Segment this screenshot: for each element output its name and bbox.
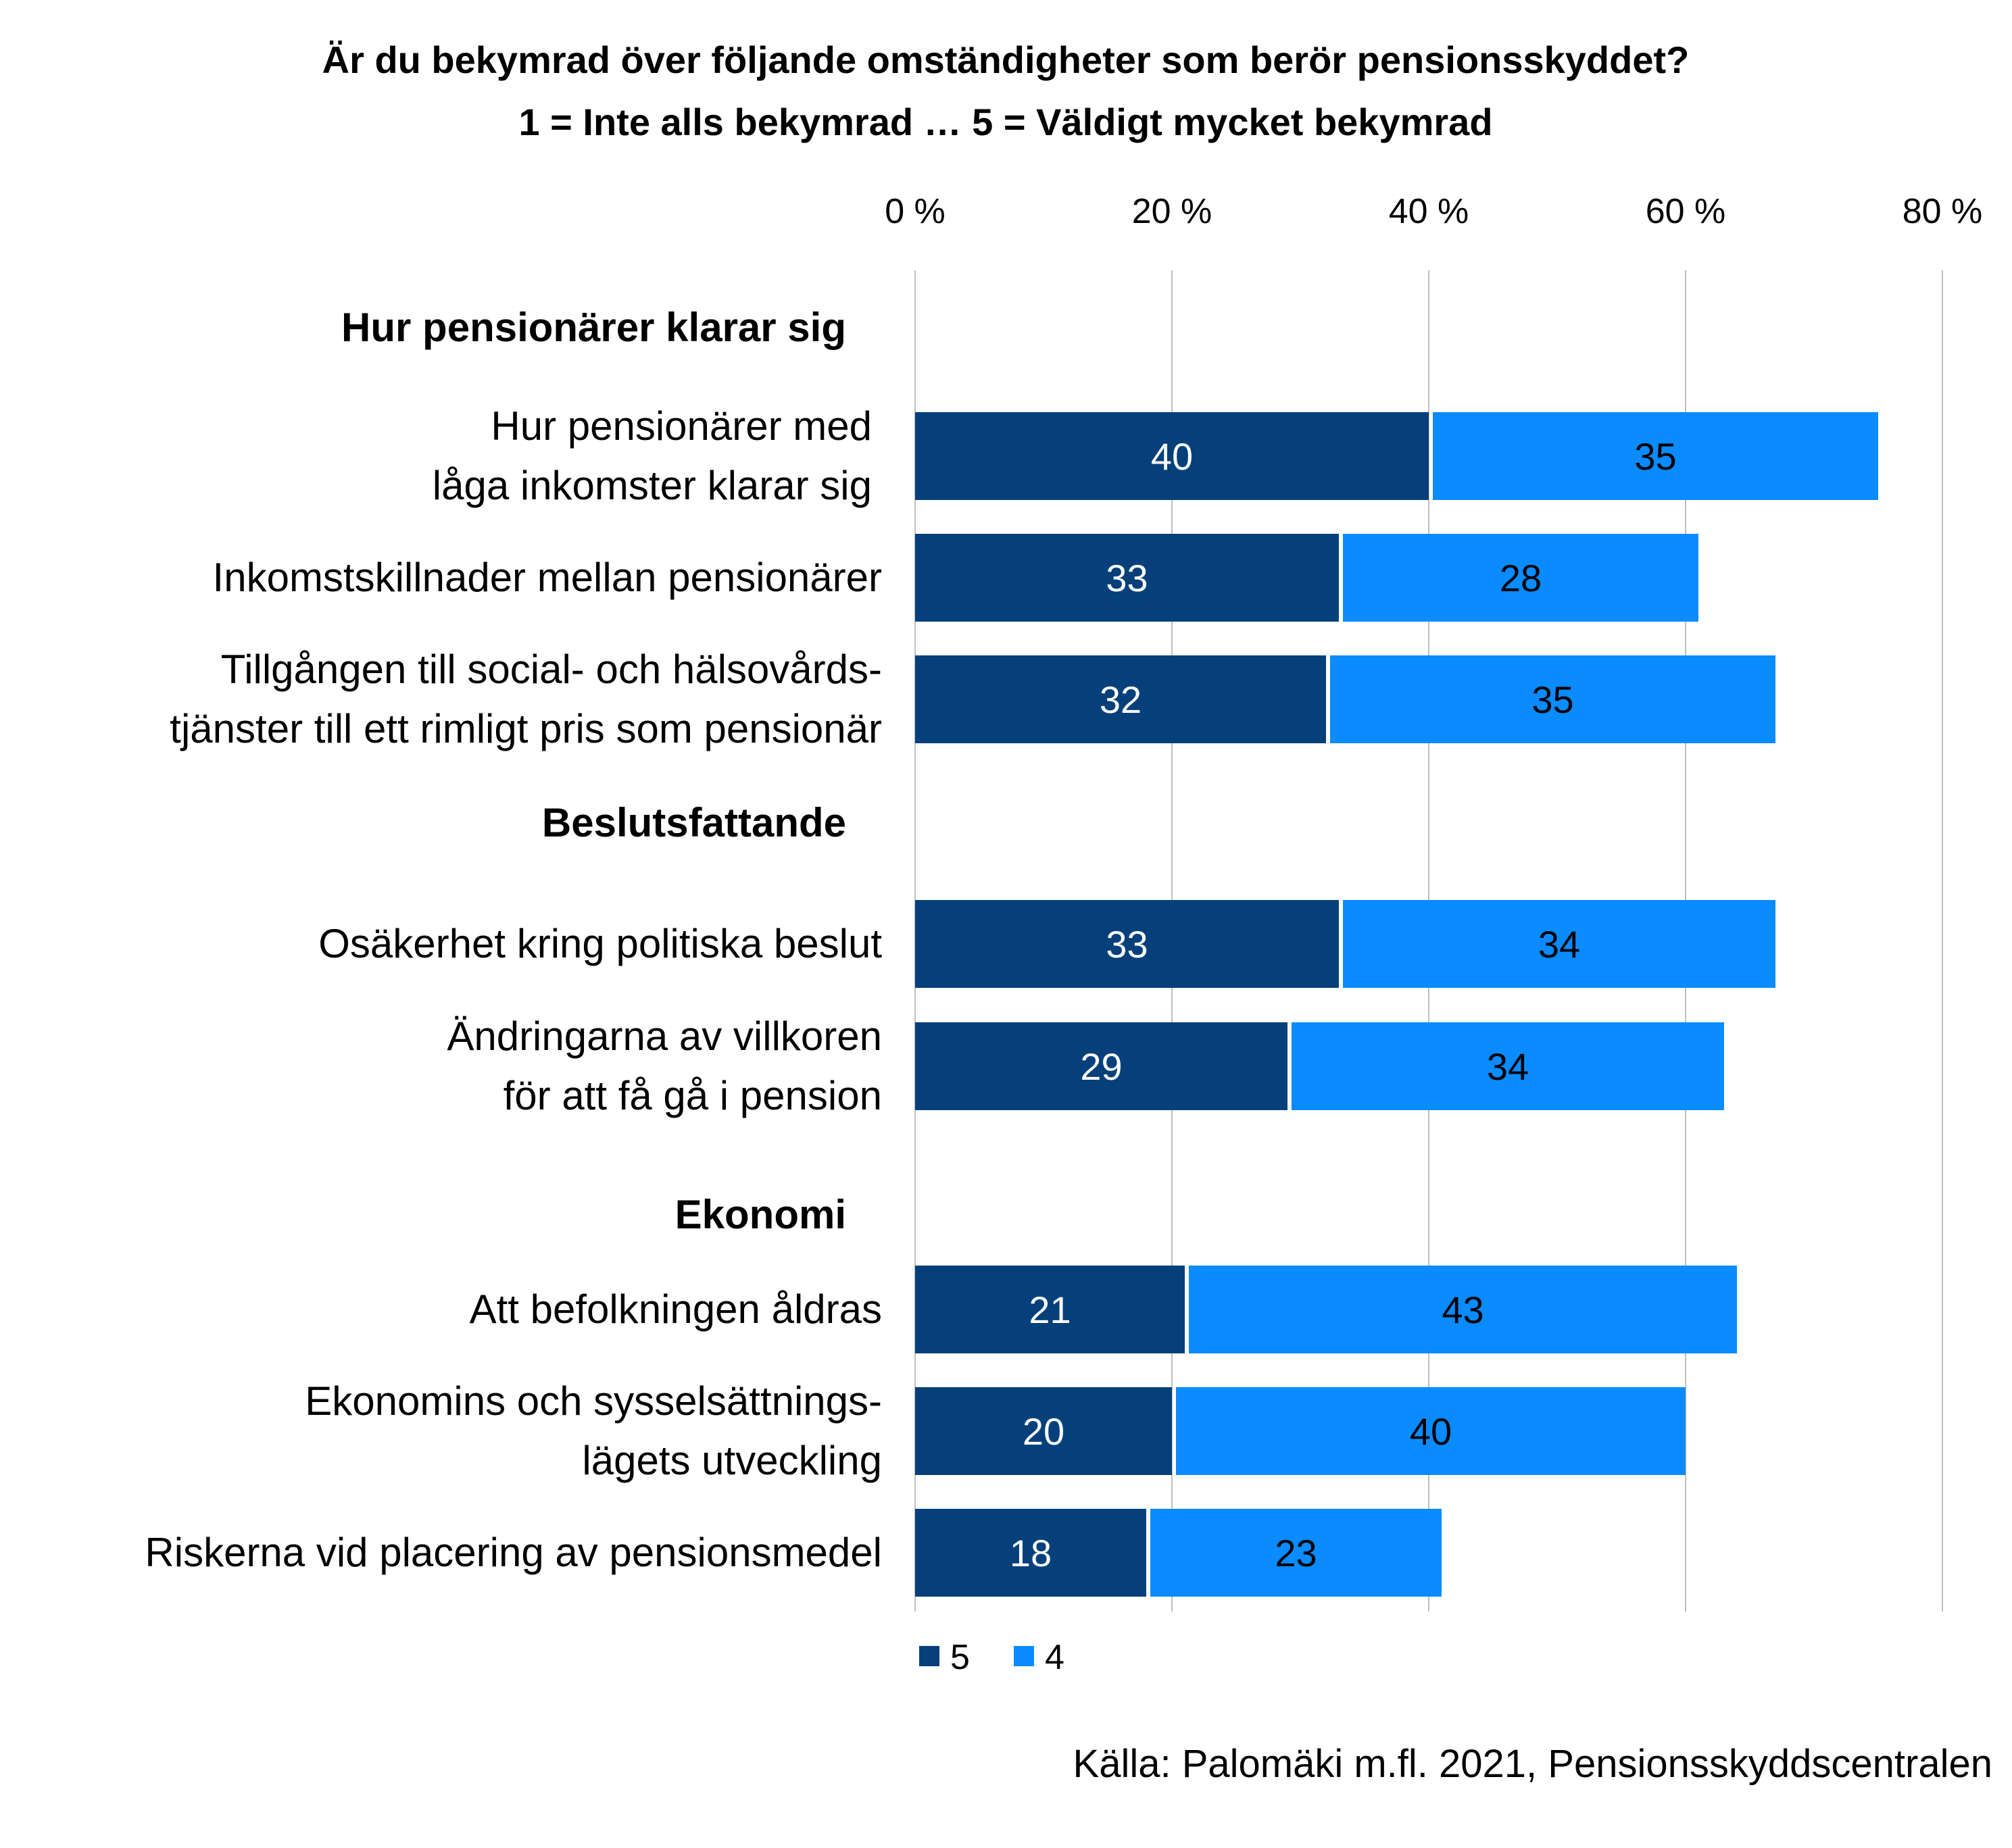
bar-segment xyxy=(1292,1022,1724,1110)
chart-title: Är du bekymrad över följande omständighe… xyxy=(322,39,1690,81)
data-label: 23 xyxy=(1275,1532,1317,1574)
group-label: Ekonomi xyxy=(675,1192,846,1237)
data-label: 43 xyxy=(1442,1289,1483,1331)
category-label: lägets utveckling xyxy=(582,1438,882,1483)
category-label: tjänster till ett rimligt pris som pensi… xyxy=(170,706,882,751)
x-tick-label: 40 % xyxy=(1389,192,1469,231)
data-label: 40 xyxy=(1410,1410,1452,1453)
category-label: Ekonomins och sysselsättnings- xyxy=(305,1378,882,1424)
bar-segment xyxy=(1433,412,1878,500)
bar-segment xyxy=(1150,1509,1442,1597)
category-label: Inkomstskillnader mellan pensionärer xyxy=(213,555,882,600)
legend-swatch xyxy=(1014,1646,1034,1666)
group-label: Beslutsfattande xyxy=(542,800,846,845)
category-label: Ändringarna av villkoren xyxy=(447,1014,882,1059)
category-label: Hur pensionärer med xyxy=(491,403,872,449)
data-label: 28 xyxy=(1500,557,1542,599)
data-label: 40 xyxy=(1151,435,1193,478)
data-label: 18 xyxy=(1010,1532,1052,1574)
category-labels: Hur pensionärer klarar sig Hur pensionäre… xyxy=(145,305,882,1575)
data-label: 33 xyxy=(1106,557,1148,599)
bars: 40 35 33 28 32 35 33 34 29 34 21 43 20 40 18 23 xyxy=(915,412,1878,1597)
bar-segment xyxy=(915,1266,1185,1353)
data-label: 35 xyxy=(1634,435,1676,478)
x-tick-label: 20 % xyxy=(1132,192,1212,231)
bar-segment xyxy=(915,1022,1287,1110)
data-label: 20 xyxy=(1023,1410,1064,1453)
bar-segment xyxy=(915,1509,1146,1597)
group-label: Hur pensionärer klarar sig xyxy=(341,305,846,350)
legend-label: 4 xyxy=(1045,1638,1064,1677)
category-label: Tillgången till social- och hälsovårds- xyxy=(221,647,882,692)
bar-segment xyxy=(1343,900,1775,988)
category-label: Osäkerhet kring politiska beslut xyxy=(318,921,882,966)
x-tick-label: 0 % xyxy=(885,192,946,231)
bar-segment xyxy=(915,534,1339,622)
bar-segment xyxy=(915,1387,1172,1475)
bar-segment xyxy=(915,900,1339,988)
bar-segment xyxy=(1189,1266,1737,1353)
legend-swatch xyxy=(919,1646,939,1666)
x-tick-label: 60 % xyxy=(1646,192,1726,231)
data-label: 29 xyxy=(1080,1045,1122,1088)
bar-segment xyxy=(1176,1387,1686,1475)
category-label: Att befolkningen åldras xyxy=(470,1287,882,1332)
bar-segment xyxy=(915,655,1326,743)
source-note: Källa: Palomäki m.fl. 2021, Pensionsskyd… xyxy=(1073,1742,1992,1786)
data-label: 35 xyxy=(1531,678,1573,721)
data-label: 33 xyxy=(1106,923,1148,966)
legend-label: 5 xyxy=(950,1638,970,1677)
x-axis-ticks: 0 % 20 % 40 % 60 % 80 % xyxy=(885,192,1982,231)
data-label: 34 xyxy=(1487,1045,1529,1088)
data-label: 34 xyxy=(1538,923,1580,966)
bar-segment xyxy=(915,412,1429,500)
x-tick-label: 80 % xyxy=(1903,192,1983,231)
category-label: för att få gå i pension xyxy=(504,1073,882,1118)
category-label: Riskerna vid placering av pensionsmedel xyxy=(145,1530,882,1575)
category-label: låga inkomster klarar sig xyxy=(433,463,872,508)
data-label: 32 xyxy=(1100,678,1142,721)
data-label: 21 xyxy=(1029,1289,1071,1331)
bar-segment xyxy=(1330,655,1775,743)
bar-segment xyxy=(1343,534,1698,622)
chart-subtitle: 1 = Inte alls bekymrad … 5 = Väldigt myc… xyxy=(518,101,1492,143)
